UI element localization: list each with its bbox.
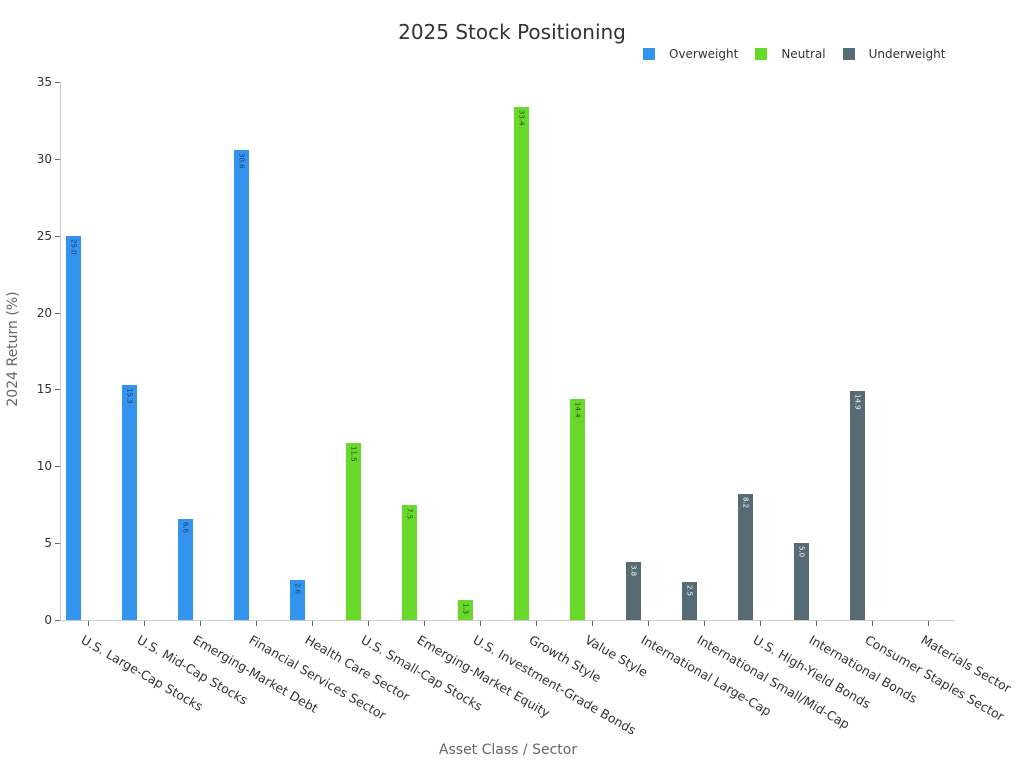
x-tick	[704, 621, 705, 626]
legend-swatch-overweight	[643, 48, 655, 60]
bar-neutral[interactable]: 7.5	[402, 504, 417, 620]
legend-label: Overweight	[669, 47, 739, 61]
bar-value-label: 8.2	[741, 496, 750, 509]
bar-value-label: 2.6	[293, 583, 302, 595]
x-tick	[928, 621, 929, 626]
bar-neutral[interactable]: 11.5	[346, 443, 361, 620]
bar-underweight[interactable]: 2.5	[682, 581, 697, 620]
x-tick	[256, 621, 257, 626]
legend-item-underweight[interactable]: Underweight	[842, 47, 946, 61]
y-tick-label: 5	[44, 536, 52, 551]
x-axis-line	[60, 620, 955, 621]
bar-neutral[interactable]: 33.4	[514, 106, 529, 620]
legend-item-neutral[interactable]: Neutral	[755, 47, 826, 61]
bar-overweight[interactable]: 25.0	[66, 235, 81, 620]
y-tick-label: 25	[36, 228, 52, 243]
bar-value-label: 7.5	[405, 507, 414, 519]
y-tick-label: 15	[36, 382, 52, 397]
bar-value-label: 33.4	[517, 109, 526, 126]
bar-value-label: 30.6	[237, 152, 246, 169]
y-tick-label: 35	[36, 75, 52, 89]
x-tick	[144, 621, 145, 626]
bar-underweight[interactable]: 8.2	[738, 493, 753, 620]
x-tick	[536, 621, 537, 626]
bar-value-label: 2.5	[685, 584, 694, 596]
y-axis-title: 2024 Return (%)	[5, 291, 21, 407]
x-tick	[312, 621, 313, 626]
legend-swatch-underweight	[842, 48, 855, 60]
legend-label: Neutral	[781, 47, 826, 61]
x-tick	[424, 621, 425, 626]
y-tick	[55, 620, 60, 621]
bar-value-label: 25.0	[69, 238, 78, 255]
legend-label: Underweight	[868, 47, 946, 61]
bar-neutral[interactable]: 14.4	[570, 398, 585, 620]
x-tick	[88, 621, 89, 626]
bar-neutral[interactable]: 1.3	[458, 600, 473, 620]
bar-value-label: 14.9	[853, 393, 862, 410]
y-tick-label: 10	[36, 459, 52, 474]
bar-overweight[interactable]: 30.6	[234, 149, 249, 620]
x-tick	[872, 621, 873, 626]
bar-overweight[interactable]: 2.6	[290, 580, 305, 620]
x-tick	[368, 621, 369, 626]
bar-value-label: 1.3	[461, 603, 470, 615]
x-tick	[592, 621, 593, 626]
y-axis-line	[60, 82, 61, 620]
y-tick	[55, 82, 60, 83]
y-tick	[55, 235, 60, 237]
y-tick	[55, 466, 60, 468]
x-tick	[648, 621, 649, 626]
bar-value-label: 11.5	[349, 446, 358, 462]
bar-value-label: 6.6	[181, 521, 190, 533]
bar-underweight[interactable]: 3.8	[626, 561, 641, 620]
chart-title: 2025 Stock Positioning	[398, 20, 626, 44]
bar-value-label: 15.3	[125, 387, 134, 404]
y-tick-label: 20	[36, 305, 52, 320]
y-tick-label: 30	[36, 151, 52, 166]
y-tick	[55, 389, 60, 391]
bar-value-label: 5.0	[797, 546, 806, 558]
bar-underweight[interactable]: 14.9	[850, 390, 865, 620]
x-tick	[816, 621, 817, 626]
bar-overweight[interactable]: 6.6	[178, 518, 193, 620]
legend-item-overweight[interactable]: Overweight	[643, 47, 738, 61]
bar-value-label: 3.8	[629, 564, 638, 576]
bar-value-label: 14.4	[573, 401, 582, 418]
x-tick	[480, 621, 481, 626]
x-tick	[200, 621, 201, 626]
x-tick	[760, 621, 761, 626]
y-tick	[55, 312, 60, 314]
bar-overweight[interactable]: 15.3	[122, 384, 137, 620]
x-axis-title: Asset Class / Sector	[438, 742, 578, 758]
x-tick-label: Materials Sector	[918, 632, 1014, 696]
chart-legend: Overweight Neutral Underweight	[643, 47, 945, 61]
legend-swatch-neutral	[755, 48, 768, 60]
bar-underweight[interactable]: 5.0	[794, 543, 809, 620]
y-tick	[55, 543, 60, 545]
y-tick-label: 0	[44, 613, 52, 627]
y-tick	[55, 158, 60, 160]
